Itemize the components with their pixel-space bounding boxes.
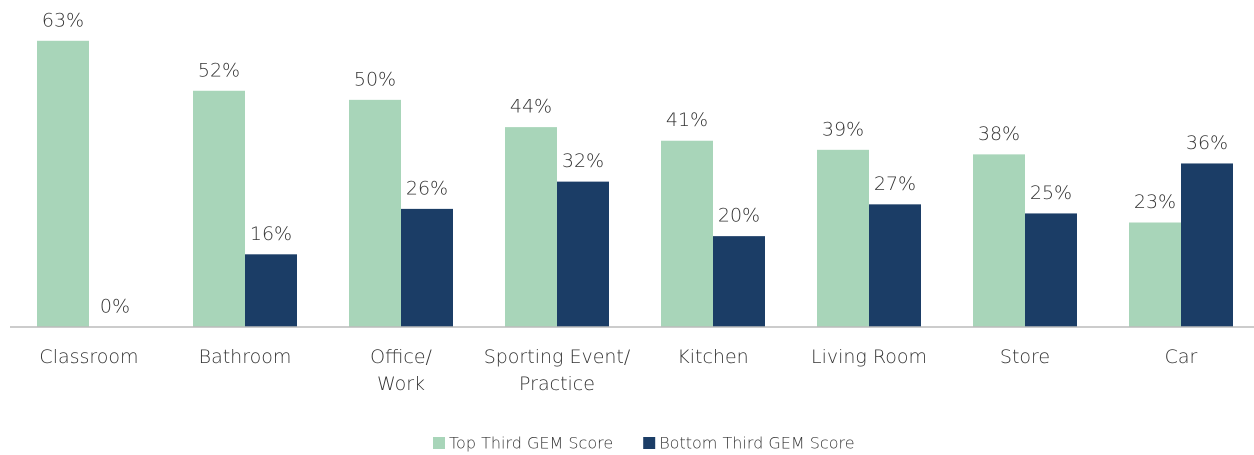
value-label: 25% <box>1030 182 1072 204</box>
bar <box>1181 163 1233 327</box>
x-tick-label-line: Sporting Event/ <box>484 346 631 368</box>
bar <box>713 236 765 327</box>
x-tick-label-line: Work <box>377 373 425 395</box>
value-label: 38% <box>978 123 1020 145</box>
value-label: 16% <box>250 223 292 245</box>
x-tick-label: Store <box>1000 346 1050 368</box>
x-tick-label: Classroom <box>39 346 138 368</box>
x-tick-label: Office/Work <box>370 346 432 395</box>
x-tick-label-line: Kitchen <box>677 346 748 368</box>
value-label: 23% <box>1134 191 1176 213</box>
legend-swatch <box>433 437 445 449</box>
bar <box>1129 222 1181 327</box>
value-label: 32% <box>562 150 604 172</box>
bar <box>401 208 453 327</box>
x-tick-label-line: Office/ <box>370 346 432 368</box>
value-label: 41% <box>666 109 708 131</box>
bar <box>1025 213 1077 327</box>
value-label: 0% <box>100 296 130 318</box>
x-tick-label: Kitchen <box>677 346 748 368</box>
value-label: 44% <box>510 96 552 118</box>
legend-label: Bottom Third GEM Score <box>659 434 854 453</box>
x-tick-label-line: Classroom <box>39 346 138 368</box>
bar <box>661 140 713 327</box>
value-label: 20% <box>718 205 760 227</box>
bar <box>869 204 921 327</box>
x-tick-label-line: Living Room <box>811 346 927 368</box>
bar <box>245 254 297 327</box>
bar <box>37 40 89 328</box>
x-tick-label: Living Room <box>811 346 927 368</box>
legend-swatch <box>643 437 656 449</box>
value-label: 36% <box>1186 132 1228 154</box>
bar <box>349 99 401 327</box>
value-label: 50% <box>354 68 396 90</box>
x-tick-label-line: Store <box>1000 346 1050 368</box>
bar <box>193 90 245 328</box>
value-label: 63% <box>42 9 84 31</box>
value-label: 27% <box>874 173 916 195</box>
x-tick-label: Sporting Event/Practice <box>484 346 631 395</box>
x-tick-label: Bathroom <box>199 346 292 368</box>
value-label: 26% <box>406 177 448 199</box>
x-tick-label-line: Practice <box>519 373 595 395</box>
bar <box>505 127 557 327</box>
bar <box>557 181 609 327</box>
bar <box>973 154 1025 327</box>
x-tick-label: Car <box>1165 346 1198 368</box>
value-label: 52% <box>198 59 240 81</box>
value-label: 39% <box>822 118 864 140</box>
x-tick-label-line: Bathroom <box>199 346 292 368</box>
x-tick-label-line: Car <box>1165 346 1198 368</box>
legend-label: Top Third GEM Score <box>449 434 613 453</box>
bar <box>817 149 869 327</box>
